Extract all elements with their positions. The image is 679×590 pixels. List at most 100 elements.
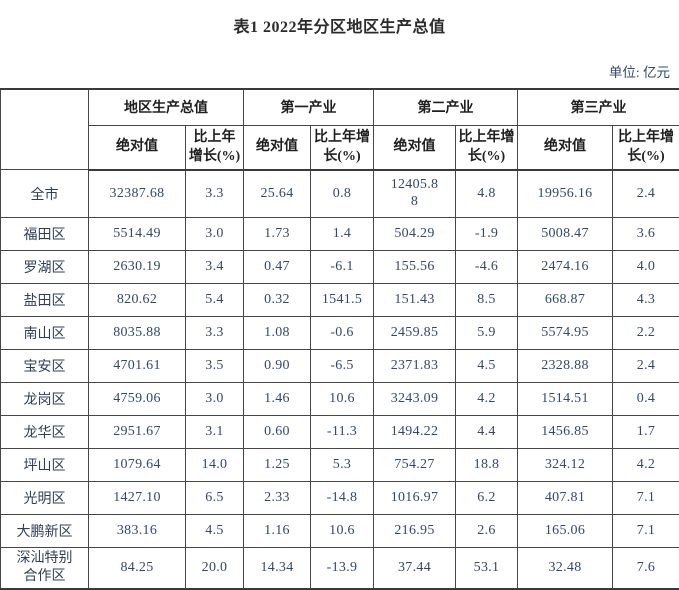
value-cell: 8035.88 — [89, 317, 186, 350]
value-cell: -0.6 — [311, 317, 374, 350]
value-cell: 155.56 — [374, 251, 456, 284]
value-cell: 151.43 — [374, 284, 456, 317]
value-cell: 4.2 — [456, 383, 518, 416]
value-cell: 18.8 — [456, 449, 518, 482]
value-cell: 4.3 — [613, 284, 679, 317]
value-cell: 4.5 — [456, 350, 518, 383]
region-label: 盐田区 — [1, 284, 89, 317]
value-cell: 7.1 — [613, 482, 679, 515]
value-cell: 2.4 — [613, 350, 679, 383]
table-row: 光明区 1427.10 6.5 2.33 -14.8 1016.97 6.2 4… — [1, 482, 679, 515]
region-label: 龙岗区 — [1, 383, 89, 416]
group-header-row: 地区生产总值 第一产业 第二产业 第三产业 — [1, 89, 679, 125]
table-row: 大鹏新区 383.16 4.5 1.16 10.6 216.95 2.6 165… — [1, 515, 679, 548]
value-cell: 2459.85 — [374, 317, 456, 350]
value-cell: 4.8 — [456, 170, 518, 218]
value-cell: 1514.51 — [518, 383, 613, 416]
value-cell: 2474.16 — [518, 251, 613, 284]
value-cell: 0.90 — [244, 350, 311, 383]
region-label: 深汕特别合作区 — [1, 548, 89, 589]
value-cell: 25.64 — [244, 170, 311, 218]
value-cell: 3.3 — [186, 317, 244, 350]
value-cell: 19956.16 — [518, 170, 613, 218]
value-cell: 504.29 — [374, 218, 456, 251]
value-cell: 216.95 — [374, 515, 456, 548]
value-cell: 0.32 — [244, 284, 311, 317]
value-cell: 4.0 — [613, 251, 679, 284]
region-label: 罗湖区 — [1, 251, 89, 284]
value-cell: 4.2 — [613, 449, 679, 482]
value-cell: 1.7 — [613, 416, 679, 449]
value-cell: 32.48 — [518, 548, 613, 589]
value-cell: 4759.06 — [89, 383, 186, 416]
value-cell: 2.33 — [244, 482, 311, 515]
group-header-gdp: 地区生产总值 — [89, 89, 244, 125]
table-row: 宝安区 4701.61 3.5 0.90 -6.5 2371.83 4.5 23… — [1, 350, 679, 383]
value-cell: 84.25 — [89, 548, 186, 589]
value-cell: 3243.09 — [374, 383, 456, 416]
value-cell: 0.47 — [244, 251, 311, 284]
value-cell: 383.16 — [89, 515, 186, 548]
value-cell: 2.6 — [456, 515, 518, 548]
gdp-table: 地区生产总值 第一产业 第二产业 第三产业 绝对值 比上年增长(%) 绝对值 比… — [0, 88, 679, 590]
value-cell: 1.73 — [244, 218, 311, 251]
value-cell: 14.34 — [244, 548, 311, 589]
value-cell: 1.25 — [244, 449, 311, 482]
value-cell: 5514.49 — [89, 218, 186, 251]
value-cell: 0.60 — [244, 416, 311, 449]
value-cell: 2328.88 — [518, 350, 613, 383]
value-cell: 2951.67 — [89, 416, 186, 449]
wrapped-value: 12405.88 — [391, 177, 439, 211]
value-cell: 668.87 — [518, 284, 613, 317]
value-cell: 2.2 — [613, 317, 679, 350]
value-cell: 37.44 — [374, 548, 456, 589]
value-cell: -1.9 — [456, 218, 518, 251]
value-cell: 5.4 — [186, 284, 244, 317]
value-cell: 3.0 — [186, 218, 244, 251]
value-cell: 0.4 — [613, 383, 679, 416]
sub-header-growth: 比上年增长(%) — [186, 125, 244, 170]
value-cell: 407.81 — [518, 482, 613, 515]
value-cell: 10.6 — [311, 515, 374, 548]
table-body: 全市 32387.68 3.3 25.64 0.8 12405.88 4.8 1… — [1, 170, 679, 589]
region-label: 大鹏新区 — [1, 515, 89, 548]
region-label: 南山区 — [1, 317, 89, 350]
table-row: 龙岗区 4759.06 3.0 1.46 10.6 3243.09 4.2 15… — [1, 383, 679, 416]
region-label: 宝安区 — [1, 350, 89, 383]
sub-header-abs: 绝对值 — [374, 125, 456, 170]
table-title: 表1 2022年分区地区生产总值 — [0, 0, 679, 37]
sub-header-abs: 绝对值 — [89, 125, 186, 170]
value-cell: 1456.85 — [518, 416, 613, 449]
value-cell: 2371.83 — [374, 350, 456, 383]
value-cell: 324.12 — [518, 449, 613, 482]
table-row: 南山区 8035.88 3.3 1.08 -0.6 2459.85 5.9 55… — [1, 317, 679, 350]
value-cell: 53.1 — [456, 548, 518, 589]
table-header: 地区生产总值 第一产业 第二产业 第三产业 绝对值 比上年增长(%) 绝对值 比… — [1, 89, 679, 170]
value-cell: 10.6 — [311, 383, 374, 416]
value-cell: 3.1 — [186, 416, 244, 449]
value-cell: 3.4 — [186, 251, 244, 284]
sub-header-row: 绝对值 比上年增长(%) 绝对值 比上年增长(%) 绝对值 比上年增长(%) 绝… — [1, 125, 679, 170]
value-cell: 14.0 — [186, 449, 244, 482]
value-cell: 7.1 — [613, 515, 679, 548]
table-row: 坪山区 1079.64 14.0 1.25 5.3 754.27 18.8 32… — [1, 449, 679, 482]
value-cell: 1494.22 — [374, 416, 456, 449]
value-cell: 165.06 — [518, 515, 613, 548]
group-header-tertiary: 第三产业 — [518, 89, 679, 125]
value-cell: 5.9 — [456, 317, 518, 350]
value-cell: 6.5 — [186, 482, 244, 515]
wrapped-region: 深汕特别合作区 — [14, 550, 76, 585]
value-cell: 12405.88 — [374, 170, 456, 218]
table-row: 盐田区 820.62 5.4 0.32 1541.5 151.43 8.5 66… — [1, 284, 679, 317]
value-cell: 1541.5 — [311, 284, 374, 317]
value-cell: -6.1 — [311, 251, 374, 284]
value-cell: 1.46 — [244, 383, 311, 416]
group-header-secondary: 第二产业 — [374, 89, 518, 125]
value-cell: 2630.19 — [89, 251, 186, 284]
value-cell: 32387.68 — [89, 170, 186, 218]
value-cell: 5008.47 — [518, 218, 613, 251]
value-cell: 3.5 — [186, 350, 244, 383]
value-cell: 1427.10 — [89, 482, 186, 515]
sub-header-growth: 比上年增长(%) — [613, 125, 679, 170]
value-cell: -14.8 — [311, 482, 374, 515]
